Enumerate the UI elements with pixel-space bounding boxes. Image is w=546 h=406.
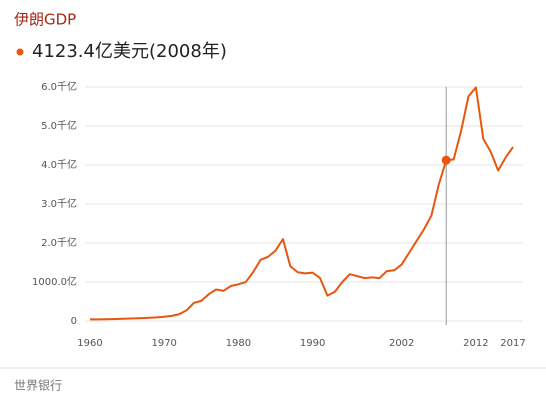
y-tick-label: 1000.0亿 — [32, 275, 77, 288]
source: 世界银行 — [14, 379, 62, 393]
highlight-point — [441, 155, 451, 165]
x-tick-label: 1970 — [151, 338, 176, 349]
y-tick-label: 3.0千亿 — [41, 197, 77, 210]
chart-title: 伊朗GDP — [14, 11, 76, 29]
y-tick-label: 4.0千亿 — [41, 158, 77, 171]
y-tick-label: 2.0千亿 — [41, 236, 77, 249]
y-tick-label: 0 — [71, 316, 77, 327]
x-tick-label: 1960 — [77, 338, 102, 349]
y-tick-label: 5.0千亿 — [41, 119, 77, 132]
bullet — [16, 48, 24, 56]
x-tick-label: 2002 — [389, 338, 414, 349]
line — [89, 86, 514, 321]
y-tick-label: 6.0千亿 — [41, 80, 77, 93]
x-tick-label: 2017 — [500, 338, 525, 349]
x-tick-label: 1980 — [226, 338, 251, 349]
x-tick-label: 1990 — [300, 338, 325, 349]
x-tick-label: 2012 — [463, 338, 488, 349]
headline: 4123.4亿美元(2008年) — [32, 41, 227, 62]
